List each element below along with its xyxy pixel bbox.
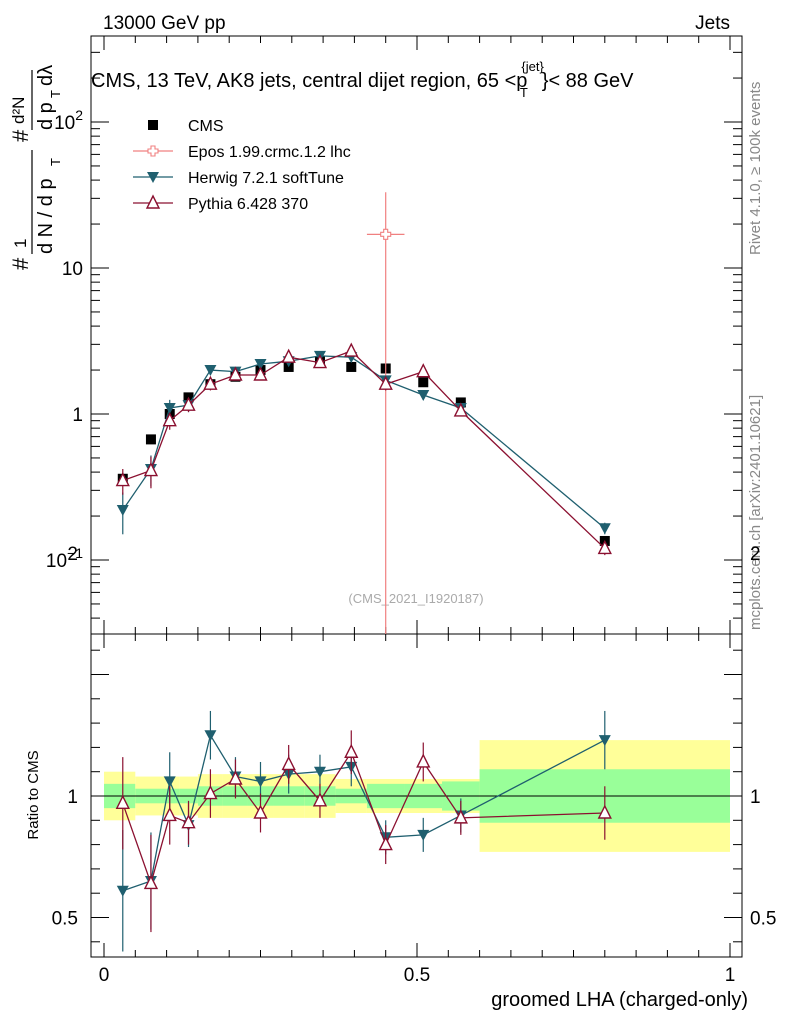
pythia-ratio-point [312,792,328,807]
header-energy-label: 13000 GeV pp [103,13,226,34]
pythia-ratio-point [416,753,431,768]
herwig-point [204,365,217,377]
svg-text:1: 1 [11,239,30,248]
main-y-tick-label: 10−1 [46,545,83,572]
pythia-point [181,396,196,411]
ratio-y-tick-label: 0.5 [52,909,78,930]
pythia-ratio-point [597,804,612,819]
analysis-id-watermark: (CMS_2021_I1920187) [348,591,483,606]
x-tick-label: 0 [99,965,110,986]
herwig-ratio-point [116,885,129,897]
herwig-point [116,505,129,517]
ratio-y-tick-label-right: 1 [750,787,761,808]
herwig-ratio-line [122,733,606,892]
pythia-point [416,363,431,378]
pythia-point [162,412,177,427]
pythia-point [253,366,268,381]
cms-point [418,377,429,388]
data-marks [115,192,612,952]
pythia-ratio-point [344,743,359,758]
pythia-ratio-point [228,770,243,785]
herwig-point [417,389,430,401]
pythia-point [597,539,612,555]
legend-marker-cms [148,120,158,130]
herwig-ratio-point [313,766,326,778]
pythia-ratio-point [378,836,393,851]
pythia-point [281,348,296,363]
mcplots-reference-label: mcplots.cern.ch [arXiv:2401.10621] [747,395,764,630]
ratio-y-axis-label: Ratio to CMS [25,750,42,839]
cms-point [346,361,357,372]
axes-ticks: 0 0.5 1 10−1 1 10 102 0.5 0.5 1 1 2 2 [46,36,776,986]
herwig-point [598,523,611,535]
legend-label-pythia: Pythia 6.428 370 [188,196,308,213]
ratio-y-tick-label: 2 [67,544,78,565]
pythia-ratio-point [162,806,177,822]
svg-text:dλ: dλ [35,65,57,86]
herwig-ratio-point [204,730,217,742]
svg-text:d²N: d²N [9,97,28,124]
svg-text:T: T [48,90,63,98]
x-tick-label: 0.5 [404,965,430,986]
pythia-point [143,461,159,477]
herwig-point [254,359,267,371]
pythia-ratio-point [453,809,468,824]
svg-text:T: T [48,158,63,166]
pythia-point [378,375,393,390]
ratio-y-tick-label: 1 [67,787,78,808]
plot-title-superscript: {jet} [521,59,544,74]
rivet-version-label: Rivet 4.1.0, ≥ 100k events [747,82,764,255]
pythia-ratio-point [203,785,218,800]
herwig-ratio-point [598,735,611,747]
pythia-point [203,375,218,390]
header-category-label: Jets [695,13,730,34]
svg-text:#: # [8,129,33,142]
main-y-tick-label: 102 [54,107,83,134]
pythia-point [115,472,130,487]
herwig-ratio-point [163,776,176,788]
main-y-tick-label: 10 [62,259,83,280]
svg-text:#: # [8,257,33,270]
legend-label-cms: CMS [188,118,224,135]
legend-marker-pythia [145,194,161,209]
pythia-point [312,354,328,369]
legend-marker-herwig [147,172,159,183]
pythia-line [122,350,606,549]
svg-text:d N / d p: d N / d p [35,178,57,254]
epos-point [380,228,392,240]
plot-title-end: }< 88 GeV [542,70,634,92]
pythia-point [344,342,359,357]
legend: CMS Epos 1.99.crmc.1.2 lhc Herwig 7.2.1 so… [133,118,351,213]
pythia-ratio-point [253,804,268,819]
legend-label-epos: Epos 1.99.crmc.1.2 lhc [188,144,351,161]
pythia-ratio-point [115,794,130,809]
main-y-tick-label: 1 [72,405,83,426]
legend-label-herwig: Herwig 7.2.1 softTune [188,170,344,187]
pythia-ratio-point [143,874,159,890]
pythia-ratio-point [181,814,196,829]
legend-marker-epos [147,145,159,157]
pythia-point [453,402,468,417]
ratio-y-tick-label-right: 2 [750,544,761,565]
cms-point [145,434,156,445]
ratio-y-tick-label-right: 0.5 [750,909,776,930]
herwig-point [163,402,176,414]
pythia-ratio-point [281,755,296,771]
herwig-line [122,355,606,529]
main-y-axis-label: # 1 d N / d p T # d²N d p T dλ [8,65,63,270]
plot-title: CMS, 13 TeV, AK8 jets, central dijet reg… [91,59,634,100]
herwig-ratio-point [254,776,267,788]
x-axis-label: groomed LHA (charged-only) [491,989,748,1011]
svg-text:d p: d p [35,102,57,130]
herwig-ratio-point [417,829,430,841]
plot-title-subscript: T [520,85,528,100]
pythia-point [228,366,243,381]
x-tick-label: 1 [725,965,736,986]
